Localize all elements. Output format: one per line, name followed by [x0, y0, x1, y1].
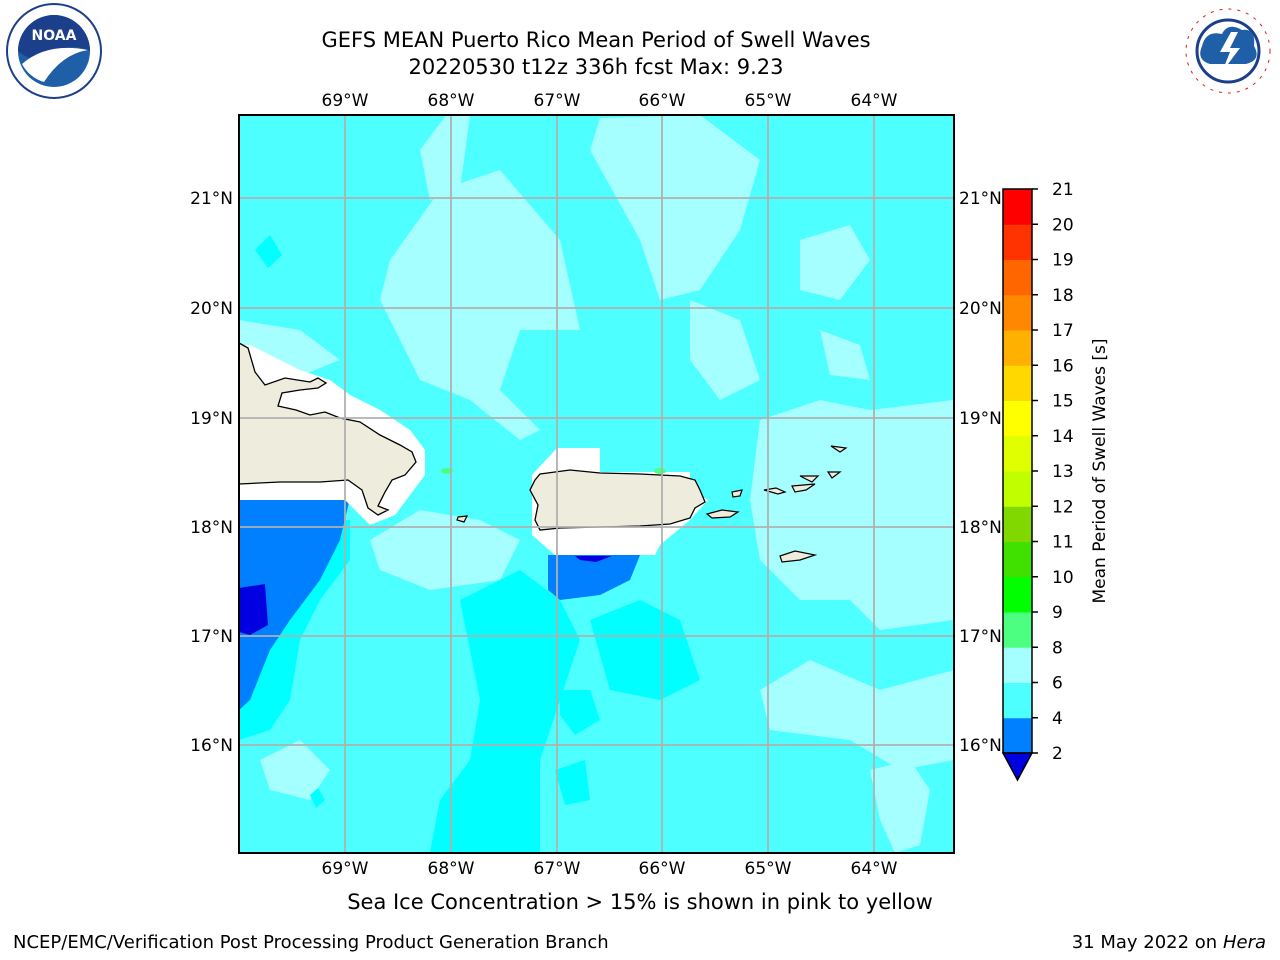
chart-title: GEFS MEAN Puerto Rico Mean Period of Swe… — [321, 28, 871, 52]
colorbar-band — [1003, 647, 1032, 683]
branch-credit: NCEP/EMC/Verification Post Processing Pr… — [13, 932, 609, 953]
machine-name: Hera — [1222, 932, 1266, 953]
period-8-9-contours — [239, 115, 954, 853]
colorbar-tick-label: 10 — [1052, 568, 1074, 588]
chart-subtitle: 20220530 t12z 336h fcst Max: 9.23 — [408, 55, 784, 79]
map-frame — [238, 114, 955, 854]
colorbar-band — [1003, 259, 1032, 296]
lon-label: 68°W — [428, 859, 475, 879]
colorbar-band — [1003, 471, 1032, 507]
colorbar-band — [1003, 294, 1032, 331]
lon-label: 69°W — [322, 91, 369, 111]
map-gridlines — [239, 115, 954, 853]
lon-label: 69°W — [322, 859, 369, 879]
lon-label: 64°W — [851, 91, 898, 111]
lat-label: 17°N — [190, 627, 233, 647]
lat-label: 20°N — [190, 299, 233, 319]
lat-label: 21°N — [190, 189, 233, 209]
colorbar-tick-label: 14 — [1052, 427, 1074, 447]
colorbar-label: Mean Period of Swell Waves [s] — [1090, 339, 1110, 604]
lon-labels-bottom: 69°W 68°W 67°W 66°W 65°W 64°W — [322, 859, 898, 879]
colorbar-tick-label: 16 — [1052, 356, 1074, 376]
colorbar-band — [1003, 541, 1032, 578]
lon-label: 67°W — [534, 859, 581, 879]
lat-labels-right: 21°N 20°N 19°N 18°N 17°N 16°N — [959, 189, 1002, 756]
colorbar-band — [1003, 576, 1032, 613]
period-2-4-contours — [239, 498, 640, 710]
colorbar-tick-label: 13 — [1052, 462, 1074, 482]
colorbar-tick-label: 15 — [1052, 392, 1074, 412]
colorbar-tick-label: 2 — [1052, 744, 1063, 764]
small-period-patches — [441, 468, 666, 474]
nws-logo — [1181, 4, 1275, 98]
colorbar-band — [1003, 365, 1032, 401]
lat-label: 19°N — [190, 409, 233, 429]
colorbar-band — [1003, 717, 1032, 754]
colorbar-tick-label: 12 — [1052, 497, 1074, 517]
lat-label: 20°N — [959, 299, 1002, 319]
colorbar-tick-label: 8 — [1052, 638, 1063, 658]
hispaniola-land — [239, 342, 417, 516]
lon-label: 68°W — [428, 91, 475, 111]
colorbar-under-arrow — [1001, 752, 1034, 782]
run-date-text: 31 May 2022 on — [1071, 932, 1218, 953]
colorbar-band — [1003, 189, 1032, 225]
colorbar-band — [1003, 435, 1032, 472]
lon-labels-top: 69°W 68°W 67°W 66°W 65°W 64°W — [322, 91, 898, 111]
lon-label: 65°W — [745, 91, 792, 111]
colorbar-tick-label: 11 — [1052, 533, 1074, 553]
colorbar-tick-label: 9 — [1052, 603, 1063, 623]
colorbar-tick-label: 21 — [1052, 180, 1074, 200]
lat-label: 17°N — [959, 627, 1002, 647]
lat-label: 16°N — [959, 736, 1002, 756]
lon-label: 66°W — [639, 91, 686, 111]
lon-label: 64°W — [851, 859, 898, 879]
colorbar-band — [1003, 400, 1032, 437]
lat-label: 16°N — [190, 736, 233, 756]
sea-ice-note: Sea Ice Concentration > 15% is shown in … — [347, 890, 933, 914]
lat-label: 21°N — [959, 189, 1002, 209]
small-islands — [456, 445, 848, 563]
colorbar-band — [1003, 506, 1032, 542]
colorbar-tick-label: 6 — [1052, 674, 1063, 694]
lat-label: 18°N — [190, 518, 233, 538]
colorbar-tick-label: 19 — [1052, 251, 1074, 271]
noaa-logo-text: NOAA — [32, 28, 77, 44]
colorbar-band — [1003, 224, 1032, 260]
lon-label: 65°W — [745, 859, 792, 879]
colorbar: 2 4 6 8 9 10 11 12 13 14 15 16 17 18 19 20 21 — [1001, 180, 1074, 782]
lat-label: 19°N — [959, 409, 1002, 429]
colorbar-band — [1003, 330, 1032, 366]
colorbar-tick-label: 4 — [1052, 709, 1063, 729]
colorbar-tick-label: 17 — [1052, 321, 1074, 341]
swell-period-field — [239, 115, 954, 853]
colorbar-tick-label: 18 — [1052, 286, 1074, 306]
colorbar-tick-label: 20 — [1052, 215, 1074, 235]
noaa-logo: NOAA — [6, 3, 102, 99]
lon-label: 67°W — [534, 91, 581, 111]
lat-labels-left: 21°N 20°N 19°N 18°N 17°N 16°N — [190, 189, 233, 756]
lon-label: 66°W — [639, 859, 686, 879]
colorbar-band — [1003, 682, 1032, 719]
colorbar-band — [1003, 612, 1032, 648]
run-date: 31 May 2022 on Hera — [1072, 932, 1266, 953]
lat-label: 18°N — [959, 518, 1002, 538]
